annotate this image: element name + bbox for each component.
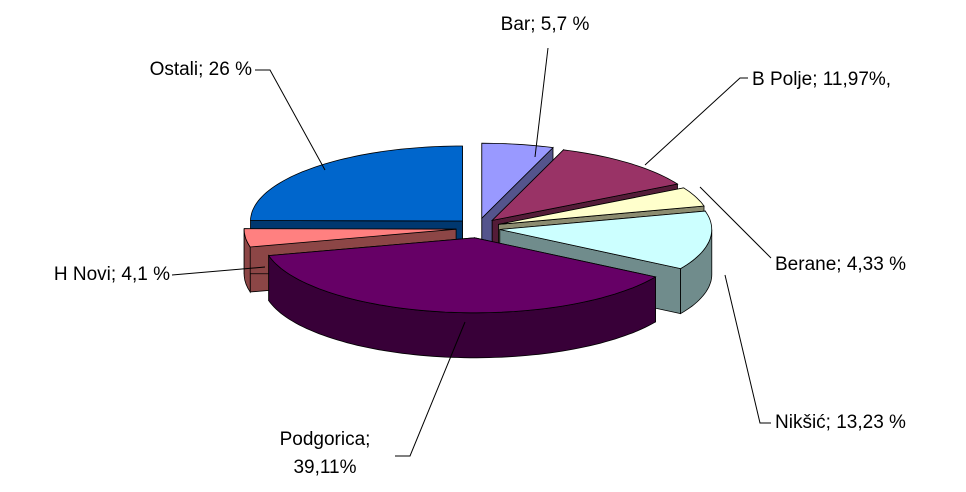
slice-top [243,228,457,248]
data-label: Bar; 5,7 % [501,14,590,35]
leader-line [699,186,772,259]
data-label: B Polje; 11,97%, [752,69,891,90]
slice-top [267,237,657,314]
slice-top [498,187,705,225]
data-label: Berane; 4,33 % [775,254,906,275]
data-label: Nikšić; 13,23 % [775,412,906,433]
slice-top [490,149,679,222]
slice-top [250,145,463,222]
slice-top [499,210,713,270]
data-label: 39,11% [293,457,356,478]
leader-line [724,274,771,424]
data-label: Ostali; 26 % [150,59,253,80]
data-label: H Novi; 4,1 % [54,264,170,285]
leader-line [534,47,549,158]
leader-line [171,266,266,276]
leader-line [395,321,466,457]
data-label: Podgorica; [280,429,371,450]
pie-slice [267,237,657,359]
slice-top [481,142,554,220]
leader-line [255,69,326,171]
leader-line [644,77,748,166]
